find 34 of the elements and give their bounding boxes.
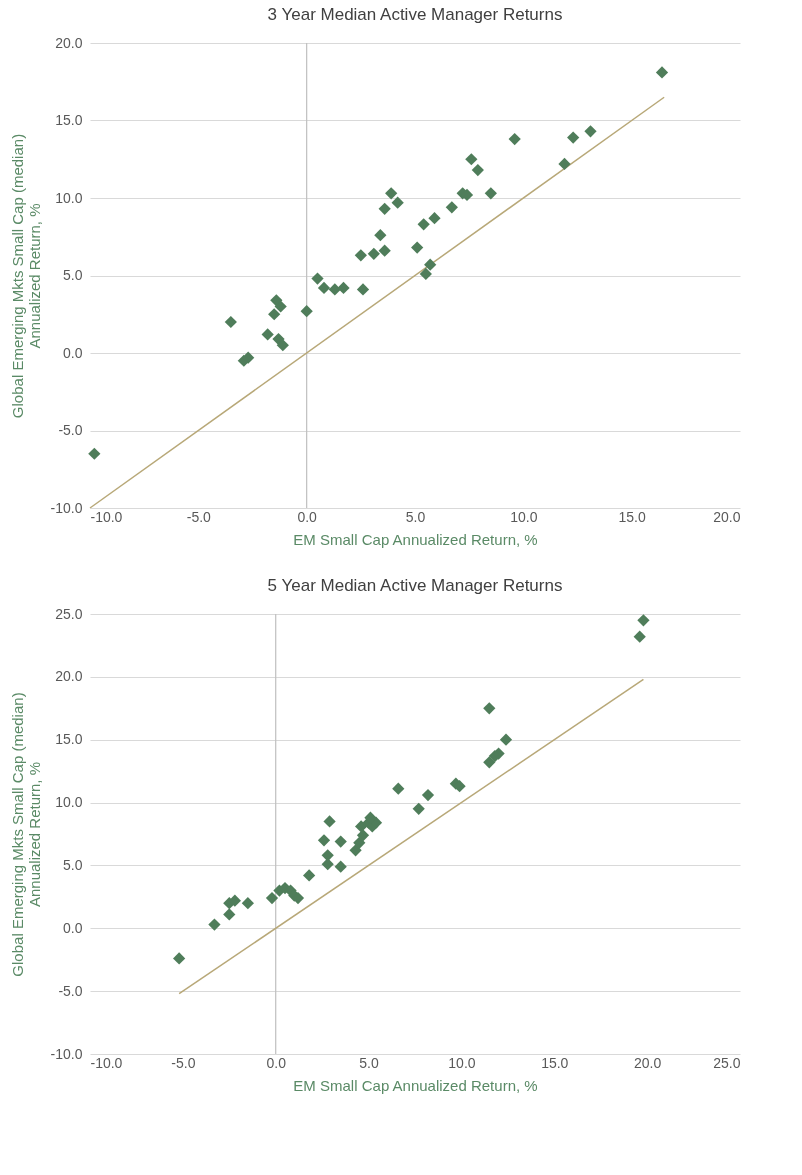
y-tick-label: 20.0 bbox=[55, 34, 83, 51]
x-axis-title: EM Small Cap Annualized Return, % bbox=[293, 1076, 538, 1094]
y-tick-label: 5.0 bbox=[63, 267, 83, 283]
x-tick-label: 5.0 bbox=[359, 1054, 380, 1071]
x-tick-label: -5.0 bbox=[186, 508, 212, 525]
x-tick-label: -10.0 bbox=[90, 1054, 123, 1071]
x-tick-label: 15.0 bbox=[618, 508, 646, 525]
y-tick-label: 15.0 bbox=[55, 731, 83, 748]
y-tick-label: 25.0 bbox=[55, 605, 83, 622]
x-tick-label: 5.0 bbox=[405, 508, 426, 525]
y-tick-label: 5.0 bbox=[63, 856, 83, 873]
x-axis-title: EM Small Cap Annualized Return, % bbox=[293, 530, 538, 548]
x-tick-label: 10.0 bbox=[448, 1054, 476, 1071]
x-tick-label: 25.0 bbox=[713, 1054, 741, 1071]
y-tick-label: 15.0 bbox=[55, 112, 83, 128]
chart-title: 5 Year Median Active Manager Returns bbox=[267, 576, 563, 595]
y-tick-label: -5.0 bbox=[58, 982, 83, 999]
y-tick-label: 10.0 bbox=[55, 189, 83, 206]
y-axis-title: Global Emerging Mkts Small Cap (median) Annualized Return, % bbox=[8, 133, 43, 419]
x-tick-label: -5.0 bbox=[171, 1054, 196, 1071]
x-tick-label: -10.0 bbox=[90, 508, 123, 525]
y-tick-label: 0.0 bbox=[63, 919, 83, 936]
x-tick-label: 0.0 bbox=[266, 1054, 287, 1071]
x-tick-label: 20.0 bbox=[713, 508, 741, 525]
y-tick-label: -5.0 bbox=[58, 422, 83, 438]
y-tick-label: 10.0 bbox=[55, 794, 83, 811]
y-tick-label: 0.0 bbox=[63, 344, 83, 361]
y-axis-title: Global Emerging Mkts Small Cap (median) Annualized Return, % bbox=[8, 692, 43, 977]
chart-title: 3 Year Median Active Manager Returns bbox=[267, 5, 563, 24]
y-tick-label: 20.0 bbox=[55, 668, 83, 685]
x-tick-label: 0.0 bbox=[297, 508, 318, 525]
x-tick-label: 15.0 bbox=[541, 1054, 569, 1071]
x-tick-label: 10.0 bbox=[510, 508, 538, 525]
x-tick-label: 20.0 bbox=[634, 1054, 662, 1071]
